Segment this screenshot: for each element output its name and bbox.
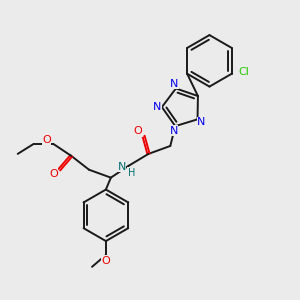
Text: O: O — [133, 126, 142, 136]
Text: N: N — [169, 126, 178, 136]
Text: Cl: Cl — [238, 67, 249, 77]
Text: H: H — [128, 168, 135, 178]
Text: N: N — [197, 117, 206, 127]
Text: N: N — [118, 162, 126, 172]
Text: O: O — [49, 169, 58, 179]
Text: O: O — [42, 135, 51, 145]
Text: O: O — [101, 256, 110, 266]
Text: N: N — [170, 79, 178, 89]
Text: N: N — [153, 102, 161, 112]
